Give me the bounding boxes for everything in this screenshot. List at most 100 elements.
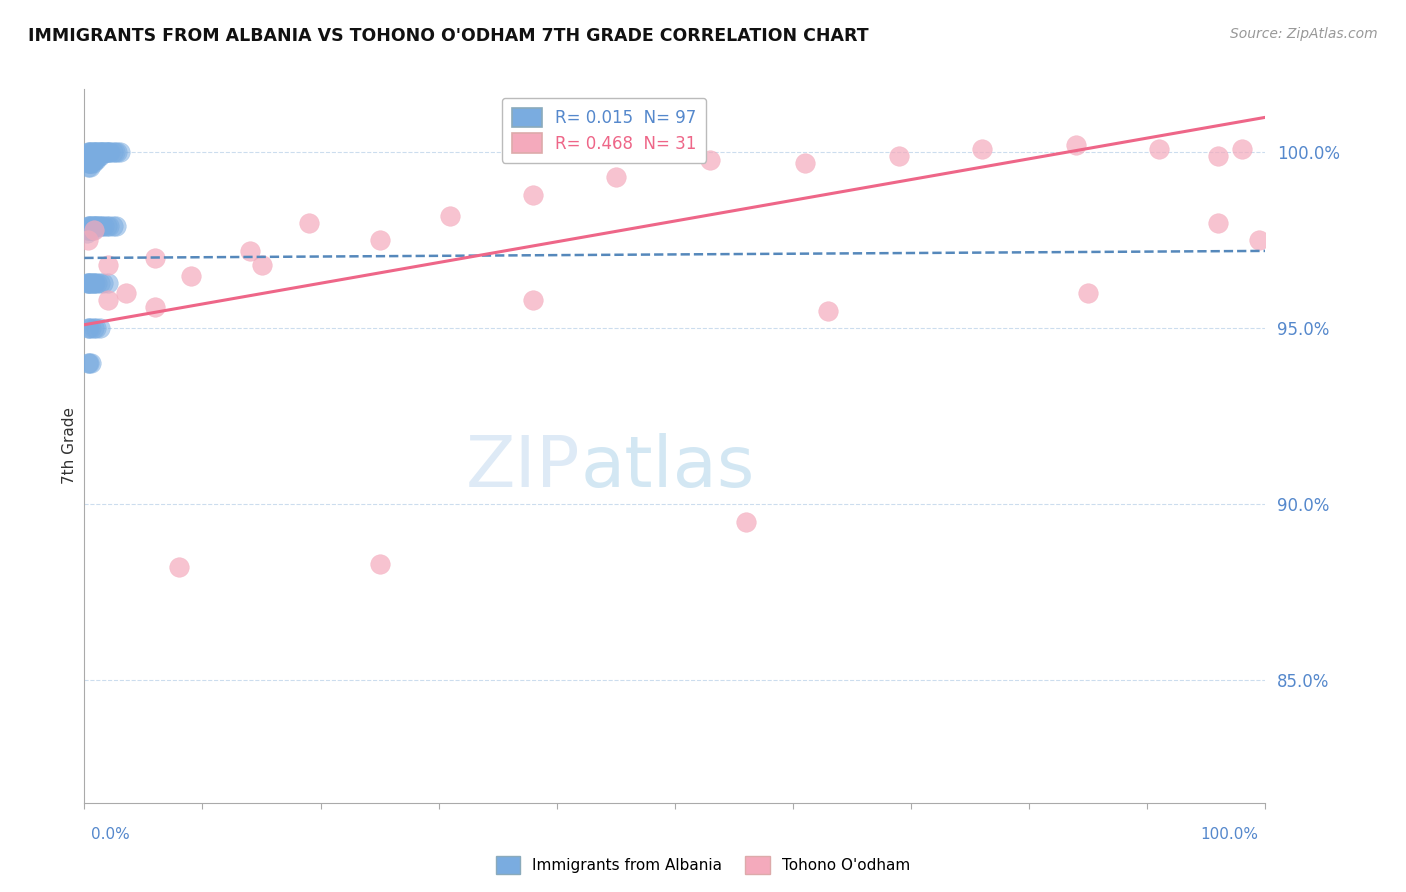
Point [107,145,129,160]
Point [114,286,136,301]
Point [1206,149,1229,163]
Point [439,209,461,223]
Point [605,170,627,185]
Point [89,219,111,234]
Point [84,145,107,160]
Point [86,219,108,234]
Point [96,219,118,234]
Point [98,145,121,160]
Point [91,145,114,160]
Point [82,276,104,290]
Point [80,356,103,370]
Point [82,145,104,160]
Point [83,149,105,163]
Point [91,276,114,290]
Point [91,145,114,160]
Point [108,145,131,160]
Point [522,293,544,307]
Point [84,276,107,290]
Point [80,153,103,167]
Point [77,153,100,167]
Point [97,276,120,290]
Point [79,149,101,163]
Point [82,219,104,234]
Point [79,160,101,174]
Point [368,233,391,247]
Point [94,145,117,160]
Point [87,145,110,160]
Legend: R= 0.015  N= 97, R= 0.468  N= 31: R= 0.015 N= 97, R= 0.468 N= 31 [502,97,706,162]
Point [143,251,166,265]
Point [77,149,100,163]
Point [84,321,107,335]
Point [793,156,815,170]
Point [83,223,105,237]
Point [84,149,107,163]
Point [77,356,100,370]
Point [734,515,756,529]
Point [368,557,391,571]
Point [84,153,107,167]
Point [90,145,112,160]
Point [77,219,100,234]
Text: 0.0%: 0.0% [91,827,131,841]
Point [80,219,103,234]
Point [76,153,98,167]
Point [89,276,111,290]
Point [77,160,100,174]
Point [97,293,120,307]
Point [80,223,103,237]
Point [77,156,100,170]
Point [76,227,98,241]
Point [83,145,105,160]
Point [77,145,100,160]
Point [87,149,110,163]
Point [180,268,202,283]
Point [250,258,273,272]
Point [101,145,124,160]
Point [87,219,110,234]
Point [167,560,190,574]
Point [82,149,104,163]
Point [80,276,103,290]
Point [76,276,98,290]
Point [97,145,120,160]
Point [77,153,100,167]
Point [817,303,839,318]
Point [83,321,105,335]
Point [77,276,100,290]
Point [77,233,100,247]
Text: 100.0%: 100.0% [1201,827,1258,841]
Point [80,321,103,335]
Point [83,276,105,290]
Point [80,156,103,170]
Point [79,276,101,290]
Point [84,149,107,163]
Point [1230,142,1253,156]
Point [77,321,100,335]
Point [77,356,100,370]
Point [93,145,115,160]
Point [889,149,911,163]
Point [82,223,104,237]
Point [83,219,105,234]
Point [79,219,101,234]
Point [82,156,104,170]
Point [84,219,107,234]
Point [77,219,100,234]
Text: atlas: atlas [581,433,755,502]
Point [98,219,121,234]
Point [77,321,100,335]
Point [77,223,100,237]
Point [89,321,111,335]
Point [1249,233,1271,247]
Point [522,187,544,202]
Point [79,156,101,170]
Text: ZIP: ZIP [465,433,581,502]
Point [82,153,104,167]
Point [1147,142,1170,156]
Text: Source: ZipAtlas.com: Source: ZipAtlas.com [1230,27,1378,41]
Point [143,300,166,314]
Point [89,145,111,160]
Point [91,219,114,234]
